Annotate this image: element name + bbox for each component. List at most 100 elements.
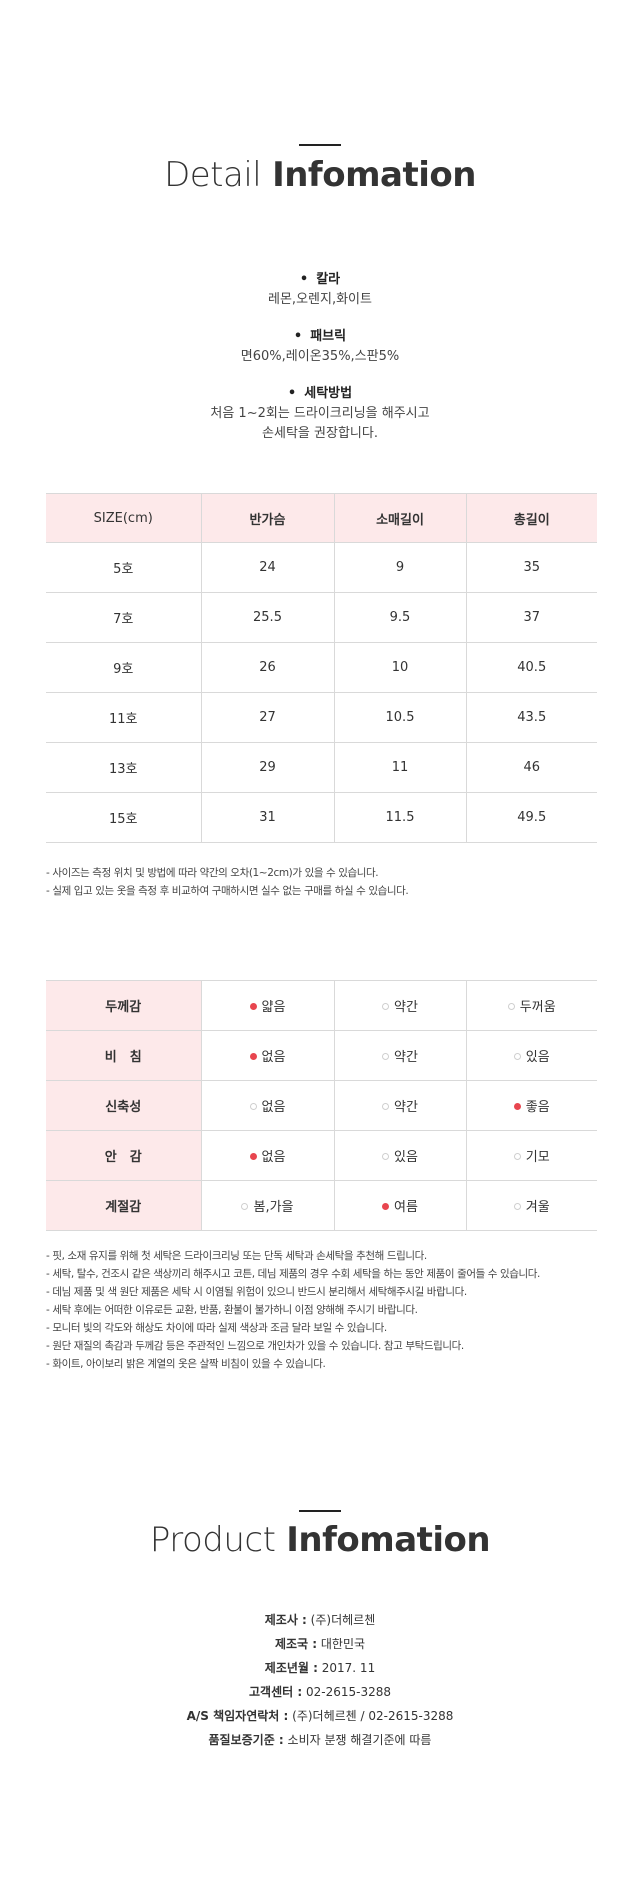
- spec-fabric: 패브릭 면60%,레이온35%,스판5%: [0, 327, 640, 367]
- size-notes: - 사이즈는 측정 위치 및 방법에 따라 약간의 오차(1~2cm)가 있을 …: [46, 864, 606, 900]
- rating-option: 없음: [200, 1080, 334, 1131]
- rating-label: 두께감: [46, 980, 201, 1031]
- size-cell: 5호: [46, 542, 201, 593]
- care-note: - 모니터 빛의 각도와 해상도 차이에 따라 실제 색상과 조금 달라 보일 …: [46, 1322, 387, 1334]
- size-cell: 11: [333, 742, 466, 793]
- size-cell: 43.5: [465, 692, 597, 743]
- rating-option: 있음: [333, 1130, 466, 1181]
- size-cell: 11.5: [333, 792, 466, 843]
- table-row: 9호 26 10 40.5: [46, 642, 597, 693]
- spec-fabric-value: 면60%,레이온35%,스판5%: [240, 349, 400, 364]
- rating-option: 있음: [465, 1030, 597, 1081]
- empty-dot-icon: [249, 1103, 257, 1110]
- table-row: 7호 25.5 9.5 37: [46, 592, 597, 643]
- size-cell: 27: [200, 692, 334, 743]
- empty-dot-icon: [241, 1203, 249, 1210]
- spec-color-value: 레몬,오렌지,화이트: [268, 292, 372, 307]
- rating-option: 기모: [465, 1130, 597, 1181]
- selected-dot-icon: [513, 1103, 521, 1110]
- product-info-row: 고객센터 : 02-2615-3288: [249, 1685, 391, 1699]
- product-info-row: A/S 책임자연락처 : (주)더헤르첸 / 02-2615-3288: [186, 1709, 454, 1723]
- detail-title-bold: Infomation: [272, 155, 476, 195]
- rating-label: 계절감: [46, 1180, 201, 1231]
- care-notes: - 핏, 소재 유지를 위해 첫 세탁은 드라이크리닝 또는 단독 세탁과 손세…: [46, 1247, 606, 1373]
- product-title-light: Product: [149, 1520, 276, 1560]
- empty-dot-icon: [513, 1203, 521, 1210]
- rating-table: 두께감 얇음 약간 두꺼움 비 침 없음 약간 있음 신축성 없음 약간 좋음 …: [46, 980, 597, 1231]
- care-note: - 세탁 후에는 어떠한 이유로든 교환, 반품, 환불이 불가하니 이점 양해…: [46, 1304, 418, 1316]
- care-note: - 핏, 소재 유지를 위해 첫 세탁은 드라이크리닝 또는 단독 세탁과 손세…: [46, 1250, 427, 1262]
- detail-title-bar: [299, 144, 341, 146]
- size-note: - 실제 입고 있는 옷을 측정 후 비교하여 구매하시면 실수 없는 구매를 …: [46, 885, 409, 897]
- table-row: 15호 31 11.5 49.5: [46, 792, 597, 843]
- product-info-row: 품질보증기준 : 소비자 분쟁 해결기준에 따름: [208, 1733, 432, 1747]
- rating-option: 약간: [333, 1080, 466, 1131]
- detail-title: Detail Infomation: [0, 155, 640, 195]
- size-note: - 사이즈는 측정 위치 및 방법에 따라 약간의 오차(1~2cm)가 있을 …: [46, 867, 379, 879]
- care-note: - 원단 재질의 촉감과 두께감 등은 주관적인 느낌으로 개인차가 있을 수 …: [46, 1340, 464, 1352]
- empty-dot-icon: [513, 1053, 521, 1060]
- spec-wash-head: 세탁방법: [0, 384, 640, 404]
- rating-row-season: 계절감 봄,가을 여름 겨울: [46, 1180, 597, 1231]
- product-title-bold: Infomation: [286, 1520, 491, 1560]
- rating-row-stretch: 신축성 없음 약간 좋음: [46, 1080, 597, 1131]
- rating-option: 약간: [333, 1030, 466, 1081]
- spec-color: 칼라 레몬,오렌지,화이트: [0, 270, 640, 310]
- selected-dot-icon: [382, 1203, 390, 1210]
- rating-option: 두꺼움: [465, 980, 597, 1031]
- spec-color-head: 칼라: [0, 270, 640, 290]
- rating-label: 신축성: [46, 1080, 201, 1131]
- care-note: - 세탁, 탈수, 건조시 같은 색상끼리 해주시고 코튼, 데님 제품의 경우…: [46, 1268, 540, 1280]
- rating-option: 여름: [333, 1180, 466, 1231]
- selected-dot-icon: [249, 1153, 257, 1160]
- rating-label: 비 침: [46, 1030, 201, 1081]
- product-info-row: 제조사 : (주)더헤르첸: [264, 1613, 376, 1627]
- detail-title-light: Detail: [164, 155, 262, 195]
- size-table-header: SIZE(cm) 반가슴 소매길이 총길이: [46, 493, 597, 543]
- size-cell: 9: [333, 542, 466, 593]
- care-note: - 화이트, 아이보리 밝은 계열의 옷은 살짝 비침이 있을 수 있습니다.: [46, 1358, 326, 1370]
- product-info: 제조사 : (주)더헤르첸 제조국 : 대한민국 제조년월 : 2017. 11…: [0, 1608, 640, 1752]
- size-cell: 26: [200, 642, 334, 693]
- size-header-cell: SIZE(cm): [46, 493, 201, 543]
- empty-dot-icon: [382, 1153, 390, 1160]
- size-cell: 31: [200, 792, 334, 843]
- size-header-cell: 반가슴: [200, 493, 334, 543]
- rating-option: 없음: [200, 1030, 334, 1081]
- rating-row-sheer: 비 침 없음 약간 있음: [46, 1030, 597, 1081]
- rating-row-thickness: 두께감 얇음 약간 두꺼움: [46, 980, 597, 1031]
- rating-option: 봄,가을: [200, 1180, 334, 1231]
- size-cell: 13호: [46, 742, 201, 793]
- spec-wash-value-2: 손세탁을 권장합니다.: [262, 426, 378, 441]
- rating-row-lining: 안 감 없음 있음 기모: [46, 1130, 597, 1181]
- selected-dot-icon: [249, 1003, 257, 1010]
- size-header-cell: 총길이: [465, 493, 597, 543]
- care-note: - 데님 제품 및 색 원단 제품은 세탁 시 이염될 위험이 있으니 반드시 …: [46, 1286, 467, 1298]
- rating-option: 약간: [333, 980, 466, 1031]
- rating-label: 안 감: [46, 1130, 201, 1181]
- empty-dot-icon: [513, 1153, 521, 1160]
- table-row: 11호 27 10.5 43.5: [46, 692, 597, 743]
- rating-option: 좋음: [465, 1080, 597, 1131]
- size-cell: 46: [465, 742, 597, 793]
- size-cell: 29: [200, 742, 334, 793]
- rating-option: 없음: [200, 1130, 334, 1181]
- size-cell: 9호: [46, 642, 201, 693]
- empty-dot-icon: [507, 1003, 515, 1010]
- size-cell: 35: [465, 542, 597, 593]
- size-cell: 7호: [46, 592, 201, 643]
- spec-fabric-head: 패브릭: [0, 327, 640, 347]
- size-cell: 10.5: [333, 692, 466, 743]
- size-cell: 11호: [46, 692, 201, 743]
- table-row: 5호 24 9 35: [46, 542, 597, 593]
- product-title-bar: [299, 1510, 341, 1512]
- size-cell: 24: [200, 542, 334, 593]
- empty-dot-icon: [382, 1103, 390, 1110]
- size-cell: 25.5: [200, 592, 334, 643]
- table-row: 13호 29 11 46: [46, 742, 597, 793]
- spec-wash-value-1: 처음 1~2회는 드라이크리닝을 해주시고: [210, 406, 430, 421]
- size-cell: 9.5: [333, 592, 466, 643]
- empty-dot-icon: [382, 1003, 390, 1010]
- product-title: Product Infomation: [0, 1520, 640, 1560]
- product-info-row: 제조년월 : 2017. 11: [264, 1661, 376, 1675]
